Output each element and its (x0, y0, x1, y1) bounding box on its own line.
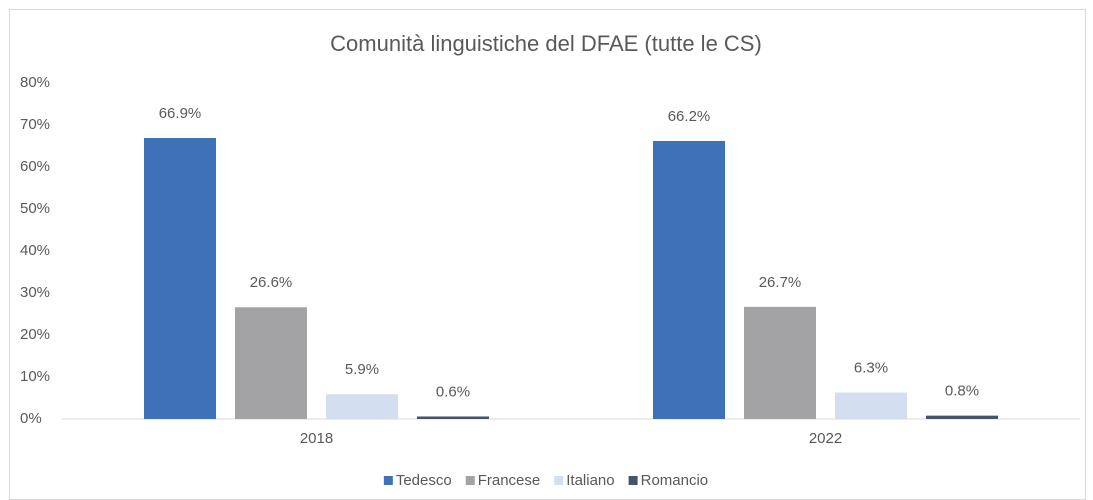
y-tick-label: 50% (20, 200, 50, 217)
bar (926, 415, 998, 419)
legend-label: Italiano (566, 472, 614, 489)
data-label: 6.3% (854, 360, 888, 377)
legend-swatch (554, 476, 564, 485)
legend-label: Francese (478, 472, 541, 489)
bar (326, 394, 398, 419)
y-tick-label: 0% (20, 410, 42, 427)
y-tick-label: 40% (20, 242, 50, 259)
chart-title: Comunità linguistiche del DFAE (tutte le… (330, 31, 762, 56)
legend-swatch (628, 476, 638, 485)
data-label: 26.7% (759, 274, 802, 291)
data-label: 26.6% (250, 274, 293, 291)
bar (835, 392, 907, 419)
legend-swatch (465, 476, 475, 485)
bar (417, 416, 489, 419)
x-tick-label: 2018 (300, 430, 333, 447)
data-label: 66.2% (668, 108, 711, 125)
y-tick-label: 70% (20, 116, 50, 133)
y-tick-label: 80% (20, 74, 50, 91)
legend-swatch (383, 476, 393, 485)
data-label: 66.9% (159, 105, 202, 122)
legend-label: Romancio (641, 472, 709, 489)
bar (744, 306, 816, 419)
y-tick-label: 30% (20, 284, 50, 301)
x-tick-label: 2022 (809, 430, 842, 447)
legend-label: Tedesco (396, 472, 452, 489)
data-label: 0.6% (436, 383, 470, 400)
bar (235, 307, 307, 419)
bar (653, 140, 725, 419)
data-label: 5.9% (345, 361, 379, 378)
y-tick-label: 10% (20, 368, 50, 385)
data-label: 0.8% (945, 383, 979, 400)
y-tick-label: 20% (20, 326, 50, 343)
y-tick-label: 60% (20, 158, 50, 175)
bar (144, 138, 216, 419)
